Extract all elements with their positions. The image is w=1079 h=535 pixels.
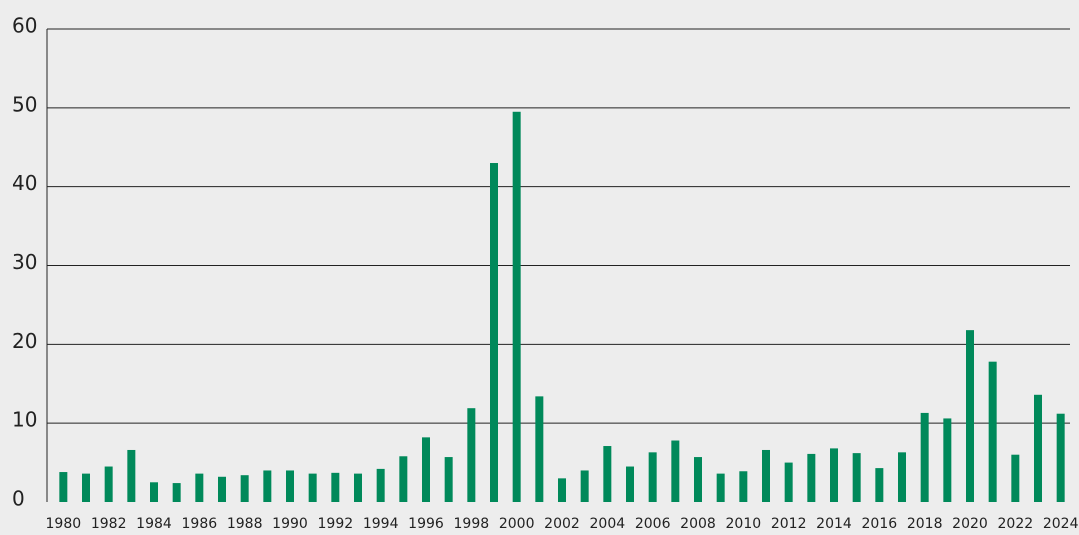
x-tick-label: 2016 [862,516,898,532]
bar [422,437,430,502]
bar [558,478,566,502]
bar [943,418,952,502]
x-tick-label: 2000 [499,516,535,532]
y-tick-label: 30 [12,250,37,274]
bar [603,446,612,502]
x-tick-label: 1994 [363,516,399,532]
x-tick-label: 1986 [182,516,218,532]
bar [966,330,974,502]
y-tick-label: 50 [12,92,37,116]
bar [898,452,906,502]
bar [807,453,816,502]
x-tick-label: 1980 [46,516,82,532]
x-tick-label: 2012 [771,516,807,532]
bar [331,472,340,502]
y-tick-label: 40 [12,171,37,195]
bar [82,473,90,502]
bar [444,457,453,502]
bar [762,449,770,502]
x-tick-label: 2018 [907,516,943,532]
x-tick-label: 2002 [544,516,580,532]
bar [1034,394,1042,502]
y-tick-label: 60 [12,14,37,38]
y-tick-label: 0 [12,487,25,511]
bar [240,475,249,502]
x-tick-label: 1982 [91,516,127,532]
bar [172,483,181,502]
bar [830,448,838,502]
bar [580,470,589,502]
x-tick-label: 2014 [816,516,852,532]
y-tick-label: 20 [12,329,37,353]
bar [920,412,929,502]
bar [1056,413,1065,502]
bar [490,163,498,502]
bar [376,468,385,502]
bar [716,473,725,502]
bar [671,440,680,502]
x-tick-label: 2020 [952,516,988,532]
x-tick-label: 2006 [635,516,671,532]
bar [467,408,476,502]
bar [308,473,317,502]
bar [535,396,544,502]
bar [1011,454,1020,502]
bar [195,473,204,502]
x-tick-label: 2008 [680,516,716,532]
bar [263,470,272,502]
x-tick-label: 1984 [136,516,172,532]
bar [694,457,702,502]
bar [648,452,657,502]
y-tick-label: 10 [12,408,37,432]
x-tick-label: 2004 [590,516,626,532]
x-tick-label: 1998 [454,516,490,532]
x-tick-label: 1992 [318,516,354,532]
bar [626,466,634,502]
x-tick-label: 2010 [726,516,762,532]
x-tick-label: 1988 [227,516,263,532]
bar [104,466,113,502]
bar [59,472,68,502]
x-tick-label: 2024 [1043,516,1079,532]
bar [150,482,158,502]
bar [875,468,884,502]
bar [739,471,748,502]
bar [127,449,136,502]
bar [354,473,362,502]
x-tick-label: 1996 [408,516,444,532]
x-tick-label: 2022 [998,516,1034,532]
bar [512,111,521,503]
bar [784,462,793,502]
bar [286,470,294,502]
bar [988,361,997,502]
bar [218,476,226,502]
bar [399,456,408,502]
x-tick-label: 1990 [272,516,308,532]
bar [852,453,861,502]
